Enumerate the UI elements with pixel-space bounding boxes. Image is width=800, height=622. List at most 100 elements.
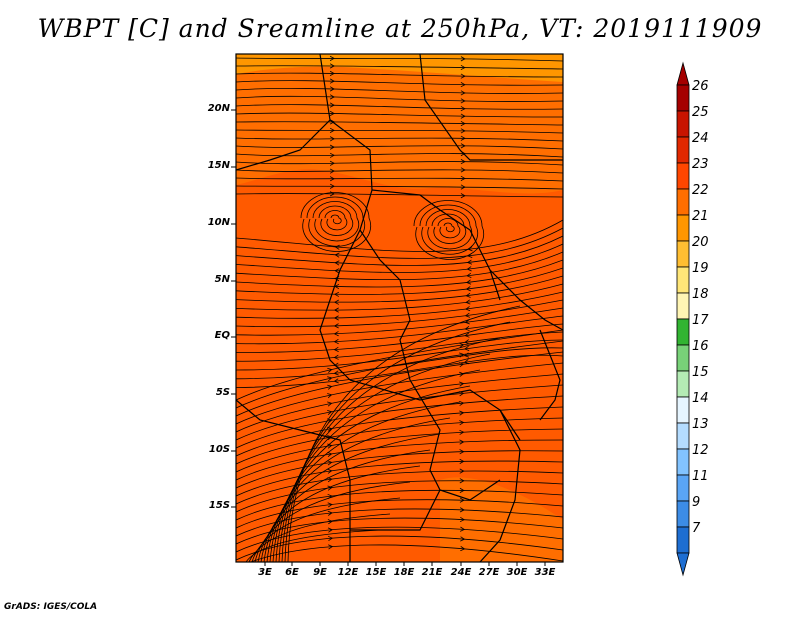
streamline <box>236 299 563 328</box>
country-border <box>350 489 441 531</box>
streamline-arrow <box>467 246 473 252</box>
streamline <box>260 449 431 562</box>
streamline-arrow <box>459 507 465 513</box>
streamline <box>236 517 563 545</box>
streamline <box>306 196 366 247</box>
streamline <box>236 439 563 481</box>
colorbar-label: 16 <box>692 339 709 354</box>
country-border <box>236 399 351 562</box>
colorbar-segment <box>676 448 690 476</box>
country-border <box>489 269 563 331</box>
country-border <box>539 329 561 421</box>
streamline <box>236 112 563 118</box>
streamline-arrow <box>460 56 466 62</box>
country-border <box>479 409 521 562</box>
streamline-arrow <box>460 159 466 165</box>
colorbar <box>676 61 690 577</box>
lon-label: 33E <box>534 567 556 578</box>
colorbar-segment <box>676 214 690 242</box>
streamline-arrow <box>333 307 339 313</box>
streamline-arrow <box>460 98 466 104</box>
streamline-arrow <box>464 332 470 338</box>
streamline <box>236 307 563 336</box>
streamline <box>257 465 421 562</box>
streamline <box>236 315 563 345</box>
streamline <box>254 481 411 562</box>
streamline-arrow <box>327 393 333 399</box>
colorbar-label: 21 <box>692 209 709 224</box>
streamline <box>236 339 563 371</box>
streamline <box>275 369 481 562</box>
streamline-arrow <box>459 420 465 426</box>
streamline-arrow <box>329 86 335 92</box>
streamline-arrow <box>334 291 340 297</box>
colorbar-segment <box>676 500 690 528</box>
streamline-arrow <box>327 535 334 542</box>
streamline-arrow <box>327 460 333 466</box>
colorbar-label: 13 <box>692 417 709 432</box>
streamline <box>236 480 563 513</box>
colorbar-segment <box>676 396 690 424</box>
streamline-arrow <box>329 136 335 142</box>
streamline-arrow <box>329 78 335 84</box>
streamline-arrow <box>460 167 466 173</box>
streamline-arrow <box>459 458 465 464</box>
colorbar-segment <box>676 344 690 372</box>
streamline-arrow <box>329 94 335 100</box>
colorbar-label: 14 <box>692 391 709 406</box>
streamline <box>236 243 563 273</box>
streamline-arrow <box>460 546 466 552</box>
lon-label: 6E <box>285 567 299 578</box>
colorbar-segment <box>676 84 690 112</box>
country-border <box>236 54 331 171</box>
streamline-arrow <box>327 485 333 491</box>
streamline-arrow <box>334 268 340 274</box>
streamline-arrow <box>329 55 335 61</box>
colorbar-label: 26 <box>692 79 709 94</box>
streamline <box>236 80 563 86</box>
streamline-arrow <box>327 510 333 516</box>
streamline-arrow <box>327 477 333 483</box>
streamline-arrow <box>465 279 472 285</box>
streamline <box>431 213 467 244</box>
streamline-arrow <box>329 176 335 182</box>
streamline-arrow <box>460 536 466 542</box>
streamline-arrow <box>467 252 473 259</box>
streamline-arrow <box>327 384 333 390</box>
streamline-arrow <box>329 70 335 77</box>
streamline <box>236 169 563 174</box>
streamline-arrow <box>459 478 465 484</box>
streamline-arrow <box>459 429 465 435</box>
streamline-arrow <box>333 299 339 305</box>
streamline-arrow <box>466 272 472 278</box>
streamline-arrow <box>333 338 339 345</box>
streamline-arrow <box>465 299 471 305</box>
colorbar-segment <box>676 136 690 164</box>
streamline-arrow <box>465 292 471 298</box>
streamline <box>263 433 441 562</box>
streamline-arrow <box>464 319 470 325</box>
country-border <box>379 259 411 381</box>
streamline <box>300 192 372 252</box>
colorbar-segment <box>676 162 690 190</box>
streamline <box>236 121 563 126</box>
lon-label: 24E <box>450 567 472 578</box>
streamlines <box>236 55 563 562</box>
streamline-arrow <box>459 487 465 494</box>
streamline <box>236 251 563 281</box>
streamline <box>281 337 501 562</box>
streamline <box>236 267 563 295</box>
lat-label: 5S <box>215 387 230 398</box>
streamline <box>236 259 563 288</box>
streamline <box>236 72 563 78</box>
streamline-arrow <box>327 519 333 525</box>
streamline-arrow <box>465 306 471 312</box>
streamline-arrow <box>459 381 465 387</box>
streamline <box>236 65 563 70</box>
streamline <box>236 227 563 259</box>
colorbar-label: 20 <box>692 235 709 250</box>
streamline-arrow <box>460 128 466 134</box>
streamline <box>236 329 563 401</box>
colorbar-label: 9 <box>692 495 701 510</box>
streamline <box>425 209 473 250</box>
